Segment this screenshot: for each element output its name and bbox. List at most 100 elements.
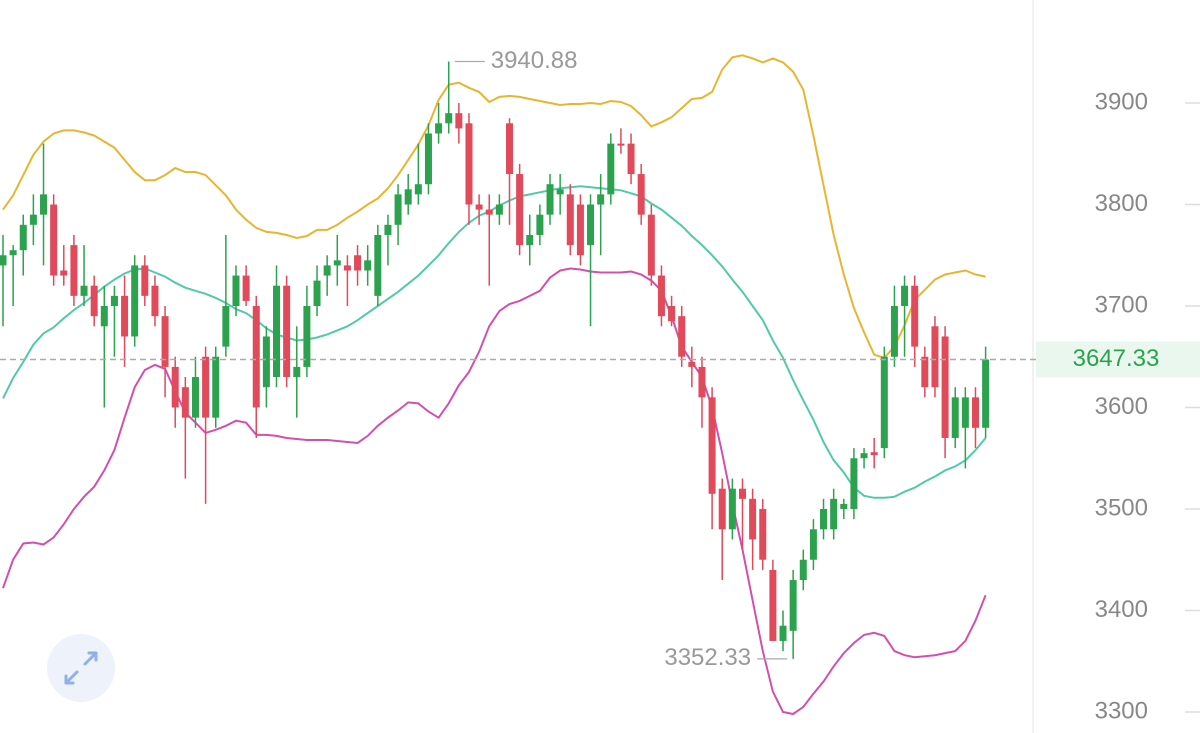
candle-body bbox=[698, 366, 706, 398]
candle-body bbox=[161, 316, 169, 367]
candle-body bbox=[546, 184, 554, 215]
candle-body bbox=[931, 326, 939, 388]
candle-body bbox=[283, 285, 291, 378]
candle-body bbox=[293, 366, 301, 378]
candles bbox=[0, 61, 990, 659]
candle-body bbox=[70, 245, 78, 296]
candle-body bbox=[607, 143, 615, 195]
candle-body bbox=[313, 280, 321, 307]
expand-button-bg[interactable] bbox=[47, 634, 115, 702]
candle-body bbox=[171, 366, 179, 408]
candle-body bbox=[738, 488, 746, 499]
candle-body bbox=[647, 214, 655, 276]
candle-body bbox=[526, 234, 534, 246]
candle-body bbox=[333, 260, 341, 266]
candle-body bbox=[809, 529, 817, 560]
y-tick-label: 3600 bbox=[1095, 393, 1148, 420]
candle-body bbox=[880, 356, 888, 449]
candle-body bbox=[90, 285, 98, 317]
band-line bbox=[2, 54, 986, 359]
candle-body bbox=[678, 316, 686, 357]
expand-button[interactable] bbox=[47, 634, 115, 702]
candle-body bbox=[131, 265, 139, 337]
candle-body bbox=[556, 189, 564, 195]
candle-body bbox=[566, 194, 574, 246]
candle-body bbox=[100, 306, 108, 327]
candle-body bbox=[951, 397, 959, 438]
candle-body bbox=[516, 174, 524, 246]
candle-body bbox=[273, 285, 281, 378]
candle-body bbox=[19, 224, 27, 251]
candle-body bbox=[668, 306, 676, 322]
candle-body bbox=[404, 189, 412, 205]
candle-body bbox=[212, 356, 220, 418]
candle-body bbox=[485, 209, 493, 215]
candle-body bbox=[911, 285, 919, 347]
candle-body bbox=[495, 204, 503, 215]
candle-body bbox=[0, 255, 7, 266]
y-tick-label: 3500 bbox=[1095, 494, 1148, 521]
candle-body bbox=[445, 113, 453, 124]
candle-body bbox=[941, 336, 949, 438]
candle-body bbox=[424, 133, 432, 185]
candle-body bbox=[961, 397, 969, 428]
candle-body bbox=[242, 275, 250, 301]
candle-body bbox=[657, 275, 665, 317]
band-line bbox=[2, 185, 987, 499]
candle-body bbox=[110, 295, 118, 307]
candle-body bbox=[222, 306, 230, 347]
candle-body bbox=[181, 387, 189, 418]
candle-body bbox=[323, 265, 331, 276]
y-tick-label: 3400 bbox=[1095, 596, 1148, 623]
candle-body bbox=[475, 204, 483, 210]
candle-body bbox=[769, 569, 777, 641]
candle-body bbox=[141, 265, 149, 296]
candle-body bbox=[29, 214, 37, 225]
candle-body bbox=[688, 361, 696, 367]
candle-body bbox=[9, 250, 17, 256]
annotations: 3940.88 3352.33 3647.33 bbox=[0, 47, 1200, 671]
candle-body bbox=[982, 359, 990, 428]
candle-body bbox=[587, 204, 595, 246]
candle-body bbox=[364, 260, 372, 271]
candle-body bbox=[840, 503, 848, 509]
candle-body bbox=[870, 452, 878, 456]
candle-body bbox=[354, 255, 362, 271]
candle-body bbox=[232, 275, 240, 307]
candle-body bbox=[374, 234, 382, 296]
band-line bbox=[2, 267, 987, 716]
candle-body bbox=[414, 184, 422, 195]
candle-body bbox=[60, 270, 68, 276]
candle-body bbox=[597, 194, 605, 205]
candle-body bbox=[536, 214, 544, 235]
candle-body bbox=[718, 488, 726, 530]
candle-body bbox=[121, 295, 129, 337]
candle-body bbox=[971, 397, 979, 428]
y-tick-label: 3300 bbox=[1095, 697, 1148, 724]
y-tick-label: 3800 bbox=[1095, 190, 1148, 217]
candle-body bbox=[465, 123, 473, 205]
candle-body bbox=[151, 285, 159, 317]
candle-body bbox=[728, 488, 736, 530]
candle-body bbox=[394, 194, 402, 225]
candle-body bbox=[759, 508, 767, 560]
candle-body bbox=[799, 559, 807, 581]
expand-icon[interactable] bbox=[64, 651, 98, 685]
candle-body bbox=[617, 143, 625, 146]
candle-body bbox=[789, 580, 797, 631]
candle-body bbox=[80, 285, 88, 296]
candle-body bbox=[637, 174, 645, 215]
bands bbox=[2, 54, 987, 716]
candle-body bbox=[708, 397, 716, 494]
candle-body bbox=[890, 306, 898, 357]
candle-body bbox=[820, 508, 828, 530]
candle-body bbox=[506, 123, 513, 175]
candle-body bbox=[830, 498, 838, 530]
last-price-box bbox=[1036, 341, 1200, 378]
candle-body bbox=[343, 265, 351, 271]
candle-body bbox=[202, 356, 210, 418]
candle-body bbox=[901, 285, 909, 307]
axis-ticks: 3300 3400 3500 3600 3700 3800 3900 bbox=[1095, 88, 1200, 724]
max-label: 3940.88 bbox=[491, 47, 578, 74]
candle-body bbox=[749, 498, 757, 540]
